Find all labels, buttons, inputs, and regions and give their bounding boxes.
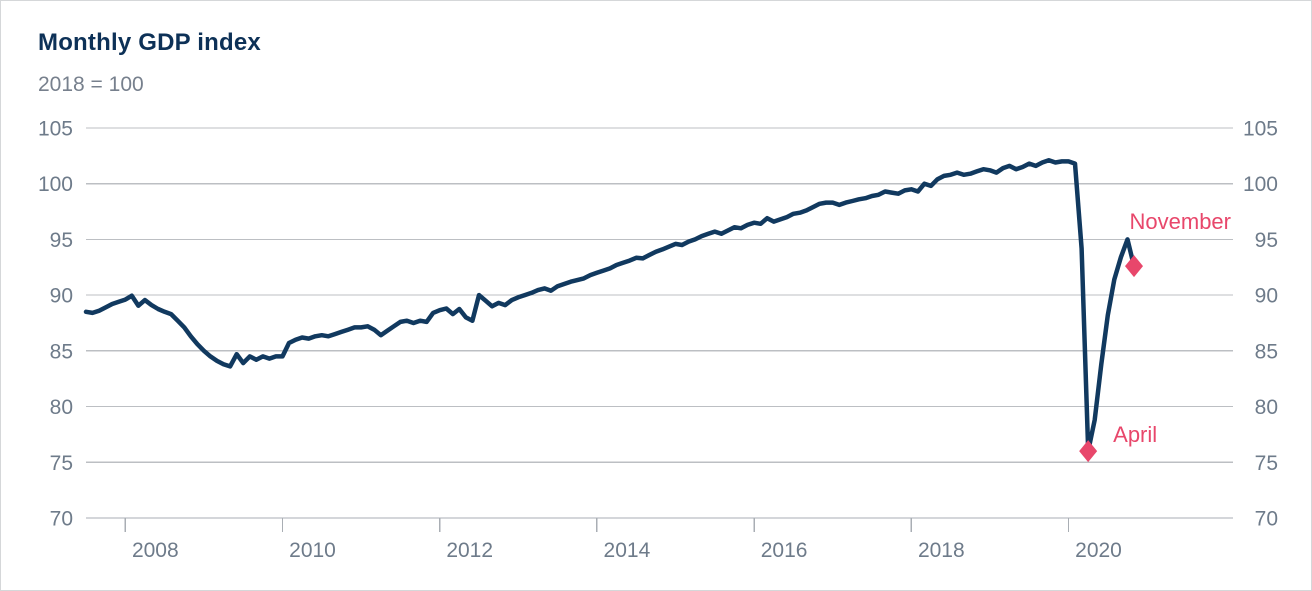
y-tick-label-right-85: 85 (1255, 340, 1278, 363)
y-tick-label-right-105: 105 (1243, 117, 1278, 140)
april-diamond-marker (1079, 440, 1098, 463)
chart-title: Monthly GDP index (38, 29, 261, 56)
x-tick-label-2008: 2008 (132, 539, 179, 562)
y-tick-label-right-75: 75 (1255, 452, 1278, 475)
y-tick-label-left-70: 70 (50, 507, 73, 530)
april-annotation-label: April (1113, 422, 1157, 447)
y-tick-label-left-80: 80 (50, 396, 73, 419)
y-tick-label-left-90: 90 (50, 285, 73, 308)
y-tick-label-left-75: 75 (50, 452, 73, 475)
y-tick-label-right-80: 80 (1255, 396, 1278, 419)
november-annotation-label: November (1130, 209, 1231, 234)
y-tick-label-left-105: 105 (38, 117, 73, 140)
x-tick-label-2012: 2012 (446, 539, 493, 562)
y-tick-label-right-90: 90 (1255, 285, 1278, 308)
y-tick-label-right-100: 100 (1243, 173, 1278, 196)
x-tick-label-2020: 2020 (1075, 539, 1122, 562)
x-tick-label-2016: 2016 (761, 539, 808, 562)
chart-subtitle: 2018 = 100 (38, 73, 144, 96)
y-tick-label-right-70: 70 (1255, 507, 1278, 530)
x-tick-label-2018: 2018 (918, 539, 965, 562)
y-tick-label-left-85: 85 (50, 340, 73, 363)
x-tick-label-2010: 2010 (289, 539, 336, 562)
november-diamond-marker (1125, 255, 1143, 278)
y-tick-label-right-95: 95 (1255, 229, 1278, 252)
x-tick-label-2014: 2014 (604, 539, 651, 562)
y-tick-label-left-100: 100 (38, 173, 73, 196)
gdp-line (83, 158, 1137, 454)
y-tick-label-left-95: 95 (50, 229, 73, 252)
